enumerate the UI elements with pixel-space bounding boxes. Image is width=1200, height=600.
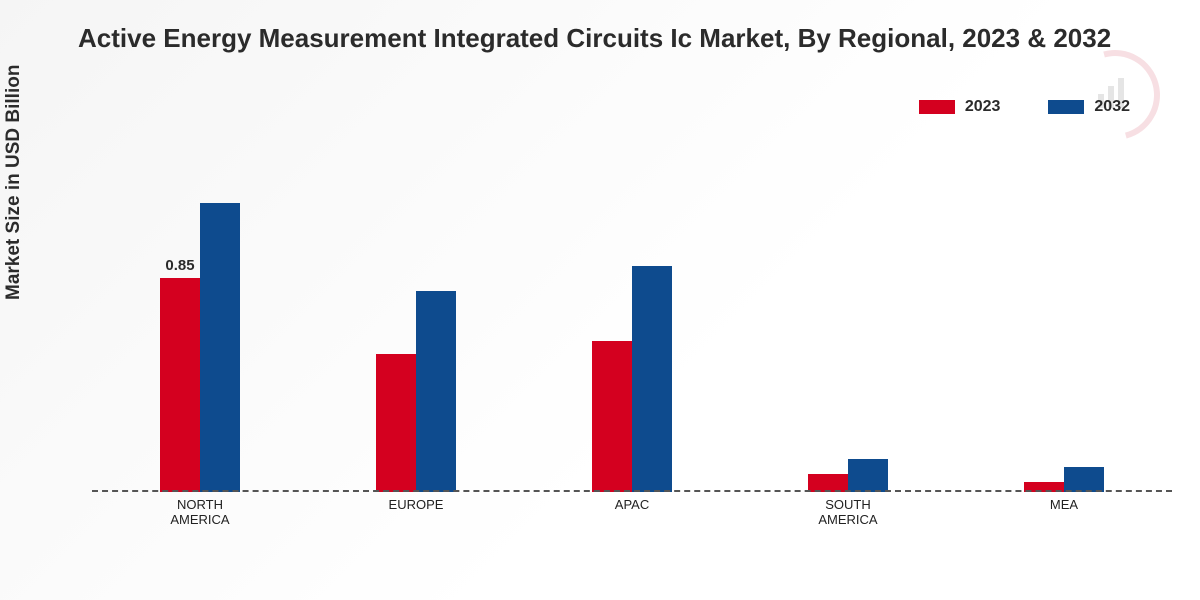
bar-2032 <box>416 291 456 492</box>
bar-group: 0.85 <box>92 140 308 492</box>
bar-groups: 0.85 <box>92 140 1172 492</box>
y-axis-label: Market Size in USD Billion <box>3 65 25 300</box>
bar-2032 <box>632 266 672 492</box>
bar-2023 <box>160 278 200 492</box>
bar-group <box>956 140 1172 492</box>
legend-label-2032: 2032 <box>1094 98 1130 116</box>
bar-2023 <box>592 341 632 492</box>
bar-group <box>740 140 956 492</box>
bar-group <box>524 140 740 492</box>
legend-label-2023: 2023 <box>965 98 1001 116</box>
x-axis-labels: NORTH AMERICAEUROPEAPACSOUTH AMERICAMEA <box>92 492 1172 530</box>
bar-2032 <box>1064 467 1104 492</box>
legend-swatch-2032 <box>1048 100 1084 114</box>
plot-area: 0.85 NORTH AMERICAEUROPEAPACSOUTH AMERIC… <box>92 140 1172 530</box>
bar-2032 <box>200 203 240 492</box>
bar-2032 <box>848 459 888 492</box>
x-tick-label: NORTH AMERICA <box>92 492 308 530</box>
x-tick-label: EUROPE <box>308 492 524 530</box>
legend-item-2032: 2032 <box>1048 98 1130 116</box>
bar-group <box>308 140 524 492</box>
watermark-logo <box>1070 50 1160 140</box>
chart-title: Active Energy Measurement Integrated Cir… <box>78 22 1160 55</box>
bar-2023 <box>376 354 416 492</box>
x-tick-label: SOUTH AMERICA <box>740 492 956 530</box>
x-tick-label: APAC <box>524 492 740 530</box>
legend-swatch-2023 <box>919 100 955 114</box>
legend-item-2023: 2023 <box>919 98 1001 116</box>
x-tick-label: MEA <box>956 492 1172 530</box>
legend: 2023 2032 <box>919 98 1130 116</box>
bar-value-label: 0.85 <box>165 257 194 274</box>
